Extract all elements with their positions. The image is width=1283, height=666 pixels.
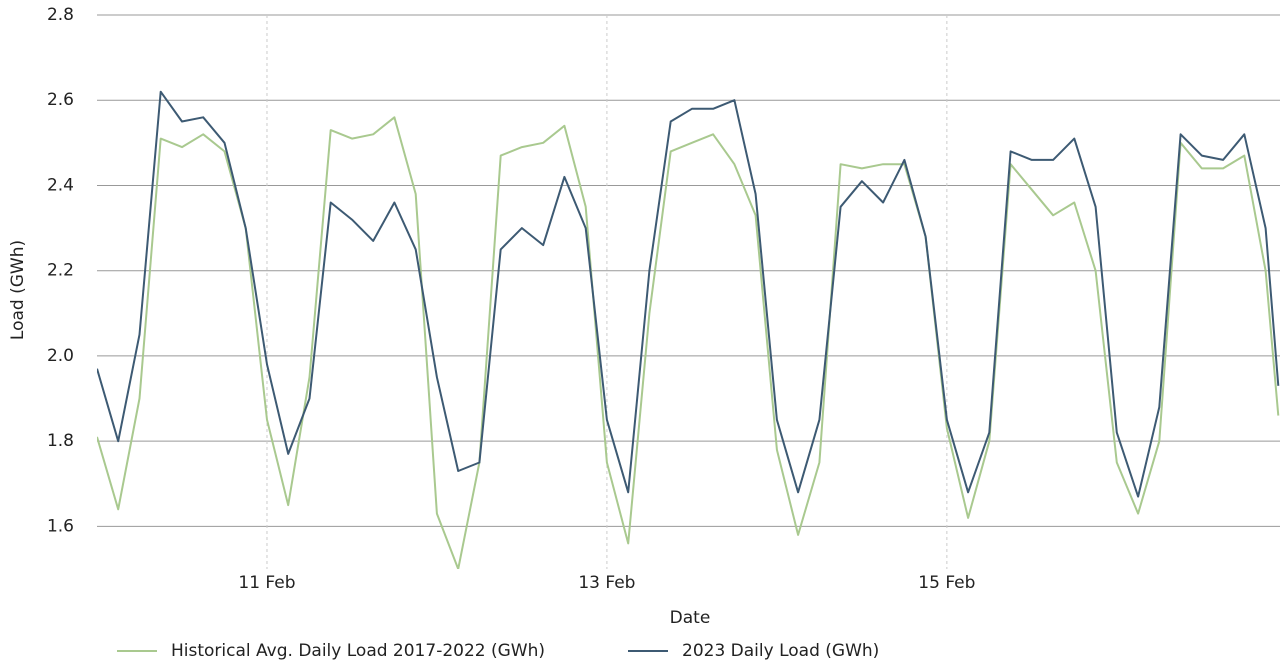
x-tick-label: 13 Feb (578, 573, 635, 593)
y-tick-label: 1.8 (47, 431, 74, 451)
legend-label: 2023 Daily Load (GWh) (682, 641, 879, 661)
x-axis-label: Date (670, 608, 711, 628)
y-tick-label: 2.4 (47, 175, 74, 195)
x-tick-label: 15 Feb (918, 573, 975, 593)
y-tick-label: 2.2 (47, 261, 74, 281)
labels: 1.6 1.8 2.0 2.2 2.4 2.6 2.8 11 Feb 13 Feb 15 Feb (47, 5, 975, 593)
series-line (97, 90, 1280, 498)
plot-area (97, 90, 1280, 569)
grid (97, 14, 1280, 569)
y-tick-label: 2.6 (47, 90, 74, 110)
x-tick-label: 11 Feb (238, 573, 295, 593)
y-tick-label: 2.0 (47, 346, 74, 366)
legend: Historical Avg. Daily Load 2017-2022 (GW… (117, 641, 879, 661)
series-line (97, 116, 1280, 569)
y-tick-label: 2.8 (47, 5, 74, 25)
y-tick-label: 1.6 (47, 516, 74, 536)
legend-label: Historical Avg. Daily Load 2017-2022 (GW… (171, 641, 545, 661)
y-axis-label: Load (GWh) (8, 240, 28, 340)
